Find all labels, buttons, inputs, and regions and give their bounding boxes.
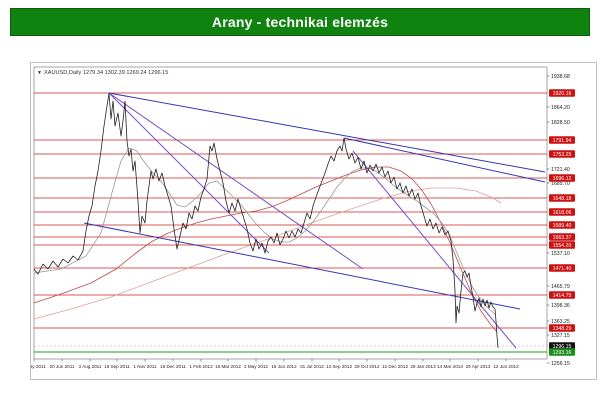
x-tick-label: 29 Oct 2012 xyxy=(354,364,379,369)
resistance-badge xyxy=(549,221,575,229)
resistance-badge xyxy=(549,208,575,216)
x-tick-label: 29 Apr 2013 xyxy=(466,364,491,369)
x-tick-label: 29 Jan 2013 xyxy=(410,364,436,369)
resistance-badge xyxy=(549,174,575,182)
x-tick-label: 20 Jun 2011 xyxy=(50,364,75,369)
resistance-badge xyxy=(549,233,575,241)
resistance-badge-label: 1753.25 xyxy=(553,152,572,158)
y-tick-label: 1327.15 xyxy=(551,333,570,339)
trendline xyxy=(108,92,270,254)
collapse-chart-info-icon[interactable]: ▼ xyxy=(37,70,42,76)
page-title: Arany - technikai elemzés xyxy=(211,14,389,30)
trendline xyxy=(343,137,546,183)
x-tick-label: 3 Aug 2011 xyxy=(79,364,102,369)
trendline xyxy=(83,222,521,310)
y-tick-label: 1256.15 xyxy=(551,361,570,367)
current-price-badge-label: 1296.15 xyxy=(553,344,572,350)
support-badge xyxy=(549,348,575,356)
price-series xyxy=(33,92,499,349)
resistance-badge xyxy=(549,150,575,158)
y-tick-label: 1828.50 xyxy=(551,120,570,126)
chart-layers: 1938.68 1864.20 1828.50 1721.40 1685.70 1537.… xyxy=(31,66,575,369)
y-tick-label: 1938.68 xyxy=(551,74,570,80)
plot-border xyxy=(33,66,548,360)
resistance-badge-label: 1414.75 xyxy=(553,293,572,299)
resistance-badge xyxy=(549,291,575,299)
ma_slow-line xyxy=(33,187,502,320)
ma_mid-line xyxy=(33,166,498,333)
resistance-badge-label: 1348.29 xyxy=(553,326,572,332)
resistance-badge xyxy=(549,241,575,249)
y-tick-label: 1864.20 xyxy=(551,105,570,111)
x-tick-label: 1 Nov 2011 xyxy=(133,364,157,369)
trendline xyxy=(352,150,517,349)
resistance-badge-label: 1554.20 xyxy=(553,243,572,249)
y-tick-label: 1363.25 xyxy=(551,319,570,325)
x-tick-label: 1 Feb 2012 xyxy=(189,364,213,369)
resistance-badge xyxy=(549,136,575,144)
resistance-badge-label: 1696.12 xyxy=(553,176,572,182)
resistance-badge xyxy=(549,324,575,332)
y-tick-label: 1465.79 xyxy=(551,284,570,290)
trendline xyxy=(108,92,546,173)
y-tick-label: 1685.70 xyxy=(551,181,570,187)
x-tick-label: 14 Mar 2013 xyxy=(437,364,463,369)
x-tick-label: 4 May 2011 xyxy=(31,364,46,369)
resistance-badge-label: 1471.40 xyxy=(553,266,572,272)
y-tick-label: 1398.36 xyxy=(551,303,570,309)
resistance-badge-label: 1563.37 xyxy=(553,235,572,241)
x-tick-label: 15 Dec 2011 xyxy=(160,364,186,369)
resistance-badge-label: 1618.06 xyxy=(553,210,572,216)
chart-svg: 1938.68 1864.20 1828.50 1721.40 1685.70 1537.… xyxy=(31,66,575,369)
resistance-badge xyxy=(549,264,575,272)
x-tick-label: 31 Jul 2012 xyxy=(300,364,324,369)
x-tick-label: 12 Dec 2012 xyxy=(382,364,408,369)
resistance-badge xyxy=(549,89,575,97)
support-badge-label: 1293.16 xyxy=(553,350,572,356)
x-tick-label: 16 Sep 2011 xyxy=(104,364,130,369)
y-tick-label: 1721.40 xyxy=(551,167,570,173)
chart-panel: 1938.68 1864.20 1828.50 1721.40 1685.70 1537.… xyxy=(30,62,597,380)
trendline xyxy=(108,92,364,270)
x-tick-label: 16 Mar 2012 xyxy=(215,364,241,369)
y-tick-label: 1537.10 xyxy=(551,251,570,257)
resistance-badge-label: 1648.18 xyxy=(553,196,572,202)
resistance-badge-label: 1791.94 xyxy=(553,138,572,144)
current-price-badge xyxy=(549,342,575,350)
ma_fast-line xyxy=(33,147,497,316)
symbol-info-line: XAUUSD,Daily 1279.34 1302.39 1269.24 129… xyxy=(44,70,168,76)
x-tick-label: 2 May 2012 xyxy=(244,364,268,369)
x-tick-label: 15 Jun 2012 xyxy=(271,364,297,369)
resistance-badge-label: 1589.40 xyxy=(553,223,572,229)
resistance-badge xyxy=(549,194,575,202)
resistance-badge-label: 1920.16 xyxy=(553,91,572,97)
title-banner: Arany - technikai elemzés xyxy=(10,8,590,36)
x-tick-label: 13 Sep 2012 xyxy=(326,364,353,369)
x-tick-label: 12 Jun 2013 xyxy=(493,364,519,369)
